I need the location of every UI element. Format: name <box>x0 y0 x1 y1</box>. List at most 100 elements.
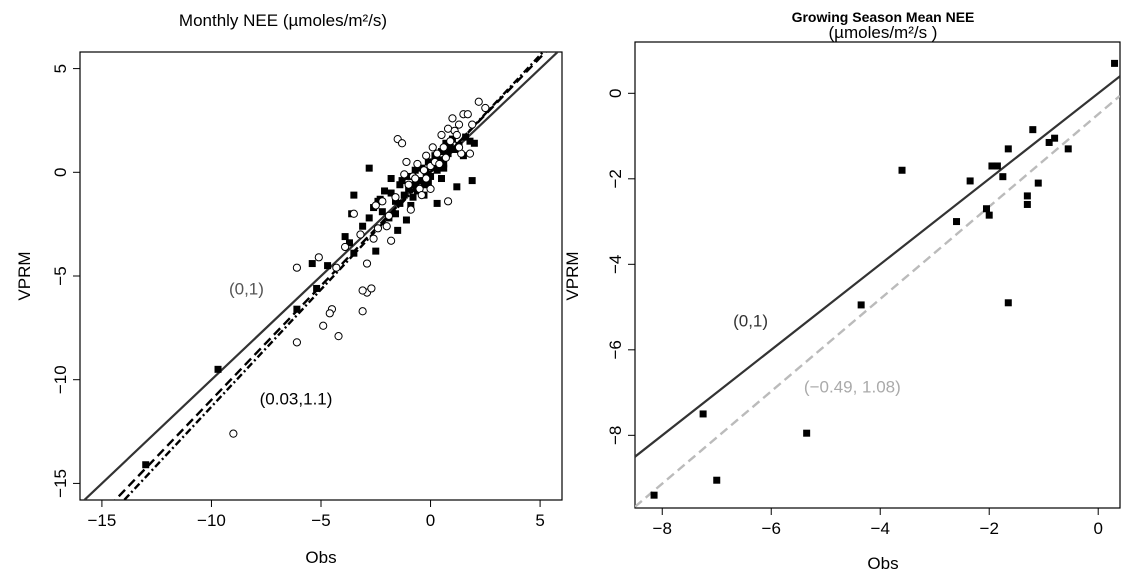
data-point-square <box>898 166 906 174</box>
data-point-square <box>214 365 222 373</box>
data-point-square <box>411 181 419 189</box>
x-axis: −8 −6 −4 −2 0 <box>653 508 1103 538</box>
data-point-circle <box>413 159 422 169</box>
data-point-square <box>1111 59 1119 67</box>
data-point-square <box>857 301 865 309</box>
data-point-circle <box>367 284 376 293</box>
data-point-circle <box>439 143 448 152</box>
data-point-square <box>1023 192 1031 200</box>
data-point-circle <box>362 259 372 268</box>
data-point-circle <box>378 197 387 206</box>
x-axis: −15 −10 −5 0 5 <box>87 500 545 530</box>
data-point-square <box>350 191 358 199</box>
data-point-square <box>142 461 150 469</box>
fit-line-2 <box>122 52 545 500</box>
data-point-circle <box>406 205 415 214</box>
data-point-square <box>372 247 380 255</box>
data-point-square <box>466 137 474 145</box>
y-tick-label: −2 <box>606 169 625 188</box>
data-point-square <box>365 214 373 222</box>
data-point-square <box>1034 179 1042 187</box>
y-axis: −15 −10 −5 0 5 <box>51 64 80 498</box>
data-point-square <box>409 193 417 201</box>
chart-title: Growing Season Mean NEE <box>792 9 975 25</box>
data-point-circle <box>417 191 426 200</box>
data-point-circle <box>454 120 464 129</box>
x-tick-label: −10 <box>197 511 226 530</box>
data-point-circle <box>465 149 475 158</box>
data-point-square <box>427 172 435 180</box>
data-point-square <box>440 164 448 172</box>
reference-lines <box>635 75 1120 508</box>
data-point-square <box>433 166 441 174</box>
line-annotation: (0.03,1.1) <box>260 390 333 409</box>
y-axis: −8 −6 −4 −2 0 <box>606 89 635 445</box>
data-point-circle <box>426 184 435 193</box>
y-tick-label: −4 <box>606 255 625 274</box>
data-point-square <box>420 181 428 189</box>
data-point-square <box>359 222 367 230</box>
data-point-square <box>1045 138 1053 146</box>
one-to-one-line <box>635 75 1120 458</box>
data-points <box>650 59 1119 499</box>
data-point-square <box>396 181 404 189</box>
data-point-square <box>433 199 441 207</box>
data-point-square <box>1064 145 1072 153</box>
data-point-square <box>400 191 408 199</box>
data-point-square <box>803 429 811 437</box>
data-point-circle <box>292 263 301 272</box>
data-point-circle <box>422 174 431 183</box>
growing-season-panel: Growing Season Mean NEE (µmoles/m²/s ) (… <box>563 9 1121 573</box>
data-point-circle <box>422 151 431 160</box>
line-annotation: (0,1) <box>229 280 264 299</box>
y-tick-label: −6 <box>606 340 625 359</box>
y-tick-label: 0 <box>606 89 625 98</box>
data-point-square <box>462 133 470 141</box>
data-point-square <box>391 210 399 218</box>
data-point-square <box>365 164 373 172</box>
x-tick-label: −4 <box>871 519 890 538</box>
data-point-square <box>424 158 432 166</box>
data-point-square <box>405 185 413 193</box>
data-point-square <box>1029 126 1037 134</box>
data-point-square <box>394 226 402 234</box>
data-point-square <box>435 156 443 164</box>
data-point-square <box>453 183 461 191</box>
data-point-circle <box>229 429 238 438</box>
y-tick-label: −15 <box>51 469 70 498</box>
data-point-circle <box>349 209 358 218</box>
data-point-circle <box>332 263 341 272</box>
data-point-square <box>405 172 413 180</box>
data-point-circle <box>341 242 350 252</box>
data-point-circle <box>358 286 367 295</box>
data-point-circle <box>373 224 383 233</box>
data-point-circle <box>428 143 437 152</box>
x-axis-label: Obs <box>867 554 898 573</box>
data-point-circle <box>382 222 391 231</box>
data-point-circle <box>371 201 380 210</box>
data-point-square <box>396 199 404 207</box>
data-point-square <box>444 150 452 158</box>
data-point-square <box>341 233 349 241</box>
data-point-circle <box>474 97 483 106</box>
y-axis-label: VPRM <box>563 251 582 300</box>
data-point-square <box>438 148 445 156</box>
data-point-square <box>378 208 386 216</box>
data-point-circle <box>481 103 490 113</box>
data-point-square <box>1023 200 1031 208</box>
data-point-square <box>699 410 707 418</box>
data-point-square <box>440 160 448 168</box>
data-point-square <box>416 177 424 185</box>
monthly-nee-panel: Monthly NEE (µmoles/m²/s) (0,1) (0.03,1.1… <box>15 11 563 567</box>
data-point-circle <box>356 230 365 239</box>
line-annotation: (−0.49, 1.08) <box>804 378 901 397</box>
fit-line-1 <box>635 94 1120 508</box>
data-point-circle <box>463 110 472 119</box>
data-point-square <box>966 177 974 185</box>
y-tick-label: −8 <box>606 426 625 445</box>
data-point-square <box>713 476 721 484</box>
data-point-circle <box>325 309 334 318</box>
line-annotations: (0,1) (−0.49, 1.08) <box>733 311 901 396</box>
data-point-square <box>398 177 406 185</box>
data-point-circle <box>369 234 378 243</box>
